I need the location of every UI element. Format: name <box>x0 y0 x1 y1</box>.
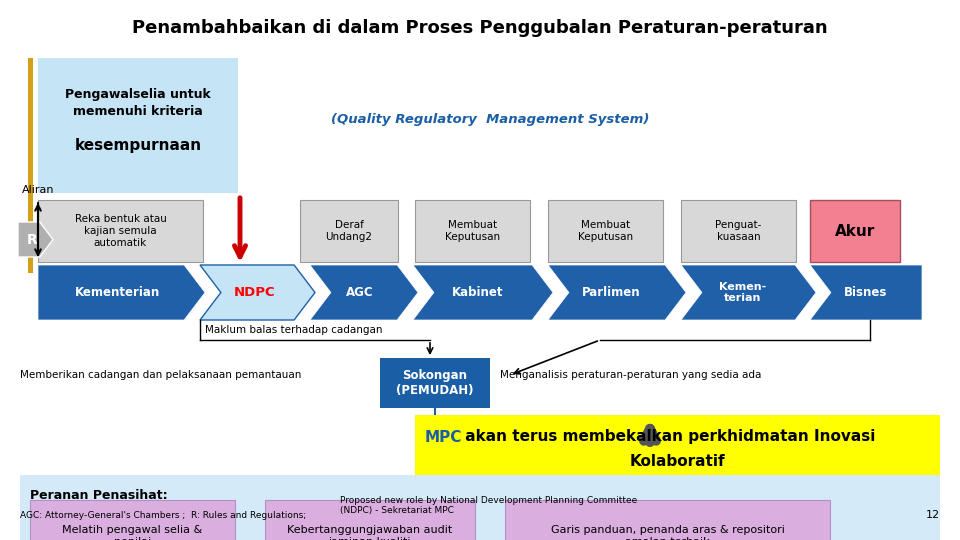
Text: akan terus membekalkan perkhidmatan Inovasi: akan terus membekalkan perkhidmatan Inov… <box>460 429 876 444</box>
Text: AGC: AGC <box>347 286 373 299</box>
Text: Memberikan cadangan dan pelaksanaan pemantauan: Memberikan cadangan dan pelaksanaan pema… <box>20 370 301 380</box>
Bar <box>28 58 33 273</box>
Polygon shape <box>38 265 205 320</box>
Text: kesempurnaan: kesempurnaan <box>75 138 202 153</box>
Text: Penambahbaikan di dalam Proses Penggubalan Peraturan-peraturan: Penambahbaikan di dalam Proses Penggubal… <box>132 19 828 37</box>
Bar <box>380 358 490 408</box>
Text: Bisnes: Bisnes <box>844 286 888 299</box>
Bar <box>38 200 203 262</box>
Text: MPC: MPC <box>425 429 463 444</box>
Bar <box>505 500 830 540</box>
Text: Sokongan
(PEMUDAH): Sokongan (PEMUDAH) <box>396 369 473 397</box>
Text: Kebertanggungjawaban audit
jaminan kualiti: Kebertanggungjawaban audit jaminan kuali… <box>287 525 452 540</box>
Bar <box>20 475 940 540</box>
Text: Menganalisis peraturan-peraturan yang sedia ada: Menganalisis peraturan-peraturan yang se… <box>500 370 761 380</box>
Polygon shape <box>18 222 53 257</box>
Text: Kementerian: Kementerian <box>76 286 160 299</box>
Text: Pengawalselia untuk
memenuhi kriteria: Pengawalselia untuk memenuhi kriteria <box>65 88 211 118</box>
Text: 12: 12 <box>925 510 940 520</box>
Text: Parlimen: Parlimen <box>582 286 640 299</box>
Text: Peranan Penasihat:: Peranan Penasihat: <box>30 489 168 502</box>
Bar <box>38 58 238 193</box>
Bar <box>681 200 796 262</box>
Bar <box>265 500 475 540</box>
Text: Reka bentuk atau
kajian semula
automatik: Reka bentuk atau kajian semula automatik <box>75 214 166 248</box>
Text: Akur: Akur <box>835 224 876 239</box>
Text: Membuat
Keputusan: Membuat Keputusan <box>444 220 500 242</box>
Text: Proposed new role by National Development Planning Committee
(NDPC) - Sekretaria: Proposed new role by National Developmen… <box>340 496 637 515</box>
Bar <box>810 200 900 262</box>
Text: Deraf
Undang2: Deraf Undang2 <box>325 220 372 242</box>
Text: Garis panduan, penanda aras & repositori
amalan terbaik: Garis panduan, penanda aras & repositori… <box>551 525 784 540</box>
Text: Kabinet: Kabinet <box>452 286 504 299</box>
Text: Membuat
Keputusan: Membuat Keputusan <box>578 220 633 242</box>
Text: Kemen-
terian: Kemen- terian <box>719 282 767 303</box>
Text: Melatih pengawal selia &
penilai: Melatih pengawal selia & penilai <box>62 525 203 540</box>
Text: AGC: Attorney-General's Chambers ;  R: Rules and Regulations;: AGC: Attorney-General's Chambers ; R: Ru… <box>20 511 306 520</box>
Bar <box>30 500 235 540</box>
Text: NDPC: NDPC <box>234 286 276 299</box>
Polygon shape <box>310 265 418 320</box>
Text: Maklum balas terhadap cadangan: Maklum balas terhadap cadangan <box>205 325 382 335</box>
Text: Kolaboratif: Kolaboratif <box>630 454 726 469</box>
Bar <box>548 200 663 262</box>
Bar <box>415 200 530 262</box>
Bar <box>300 200 398 262</box>
Polygon shape <box>810 265 922 320</box>
Text: Penguat-
kuasaan: Penguat- kuasaan <box>715 220 761 242</box>
Polygon shape <box>681 265 816 320</box>
Polygon shape <box>548 265 686 320</box>
Text: R: R <box>27 233 37 246</box>
Polygon shape <box>413 265 553 320</box>
Bar <box>415 415 940 475</box>
Polygon shape <box>200 265 315 320</box>
Text: (Quality Regulatory  Management System): (Quality Regulatory Management System) <box>331 113 649 126</box>
Text: Aliran: Aliran <box>22 185 55 195</box>
